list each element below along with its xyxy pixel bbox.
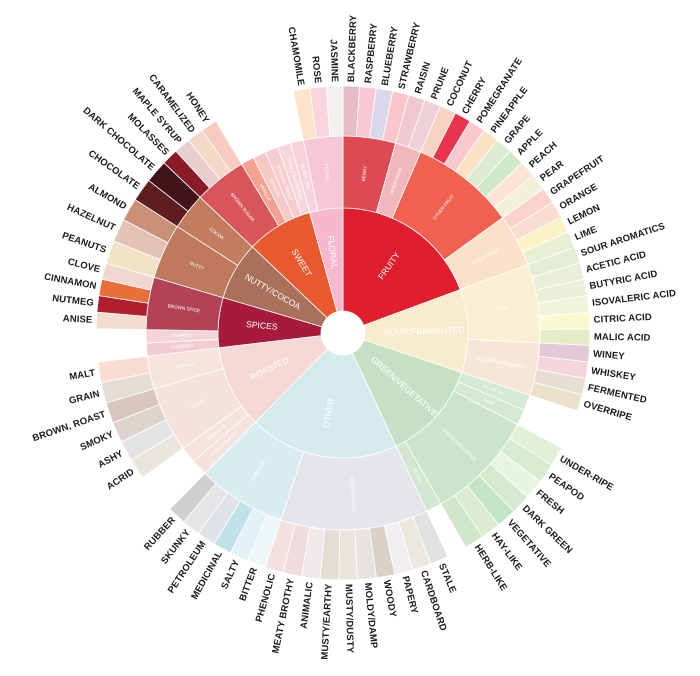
flavor-label-clove: CLOVE bbox=[66, 256, 101, 275]
flavor-label-salty: SALTY bbox=[219, 558, 242, 591]
category-label-sour-fermented: SOUR/FERMENTED bbox=[384, 325, 465, 336]
subcategory-label-raw: RAW bbox=[483, 397, 495, 406]
category-label-other: OTHER bbox=[321, 398, 336, 429]
subcategory-label-berry: BERRY bbox=[361, 165, 368, 181]
flavor-label-papery: PAPERY bbox=[400, 575, 420, 616]
flavor-label-nutmeg: NUTMEG bbox=[52, 293, 95, 309]
flavor-label-whiskey: WHISKEY bbox=[590, 366, 637, 384]
subcategory-label-pepper: PEPPER bbox=[173, 333, 192, 338]
category-label-spices: SPICES bbox=[246, 319, 279, 332]
flavor-label-citric-acid: CITRIC ACID bbox=[593, 312, 652, 326]
flavor-label-anise: ANISE bbox=[63, 313, 93, 325]
flavor-label-overripe: OVERRIPE bbox=[582, 399, 633, 424]
category-label-floral: FLORAL bbox=[326, 235, 340, 270]
flavor-label-phenolic: PHENOLIC bbox=[254, 572, 278, 623]
subcategory-label-brown-spice: BROWN SPICE bbox=[167, 303, 200, 313]
wheel-center-hole bbox=[321, 311, 365, 355]
flavor-label-almond: ALMOND bbox=[86, 182, 128, 213]
flavor-musty-dusty bbox=[338, 529, 359, 581]
subcategory-label-black-tea: BLACK TEA bbox=[300, 164, 311, 191]
wheel-rings bbox=[95, 85, 591, 581]
subcategory-label-sour: SOUR bbox=[495, 305, 510, 312]
flavor-label-blackberry: BLACKBERRY bbox=[346, 14, 359, 82]
flavor-label-hazelnut: HAZELNUT bbox=[65, 202, 117, 234]
flavor-label-acrid: ACRID bbox=[105, 467, 137, 493]
flavor-label-malic-acid: MALIC ACID bbox=[594, 332, 651, 344]
flavor-label-malt: MALT bbox=[69, 368, 97, 383]
subcategory-label-pungent: PUNGENT bbox=[171, 343, 194, 350]
subcategory-label-burnt: BURNT bbox=[190, 398, 207, 410]
flavor-label-rose: ROSE bbox=[309, 56, 323, 84]
subcategory-label-nutty: NUTTY bbox=[189, 260, 205, 271]
flavor-label-woody: WOODY bbox=[381, 579, 398, 618]
subcategory-label-floral: FLORAL bbox=[324, 164, 331, 183]
flavor-label-peanuts: PEANUTS bbox=[61, 230, 108, 256]
flavor-label-musty-earthy: MUSTY/EARTHY bbox=[320, 583, 335, 660]
flavor-jasmine bbox=[325, 85, 344, 137]
subcategory-label-papery-musty: PAPERY/MUSTY bbox=[349, 476, 356, 512]
flavor-label-jasmine: JASMINE bbox=[328, 39, 340, 82]
flavor-label-lime: LIME bbox=[573, 224, 599, 243]
flavor-label-smoky: SMOKY bbox=[79, 429, 116, 454]
flavor-label-musty-dusty: MUSTY/DUSTY bbox=[343, 584, 355, 654]
flavor-label-isovaleric-acid: ISOVALERIC ACID bbox=[592, 288, 677, 309]
flavor-label-stale: STALE bbox=[436, 562, 458, 595]
flavor-label-bitter: BITTER bbox=[237, 566, 260, 603]
flavor-label-raisin: RAISIN bbox=[413, 61, 433, 96]
flavor-label-winey: WINEY bbox=[593, 349, 626, 363]
flavor-label-chamomile: CHAMOMILE bbox=[285, 26, 306, 86]
flavor-label-blueberry: BLUEBERRY bbox=[380, 25, 401, 86]
flavor-label-moldy-damp: MOLDY/DAMP bbox=[362, 582, 379, 649]
flavor-label-cinnamon: CINNAMON bbox=[43, 271, 97, 292]
subcategory-label-cereal: CEREAL bbox=[176, 361, 195, 370]
subcategory-label-beany: BEANY bbox=[412, 468, 424, 484]
flavor-label-raspberry: RASPBERRY bbox=[363, 22, 380, 84]
flavor-label-grain: GRAIN bbox=[68, 389, 101, 407]
flavor-label-animalic: ANIMALIC bbox=[299, 581, 316, 629]
flavor-label-ashy: ASHY bbox=[96, 448, 125, 471]
